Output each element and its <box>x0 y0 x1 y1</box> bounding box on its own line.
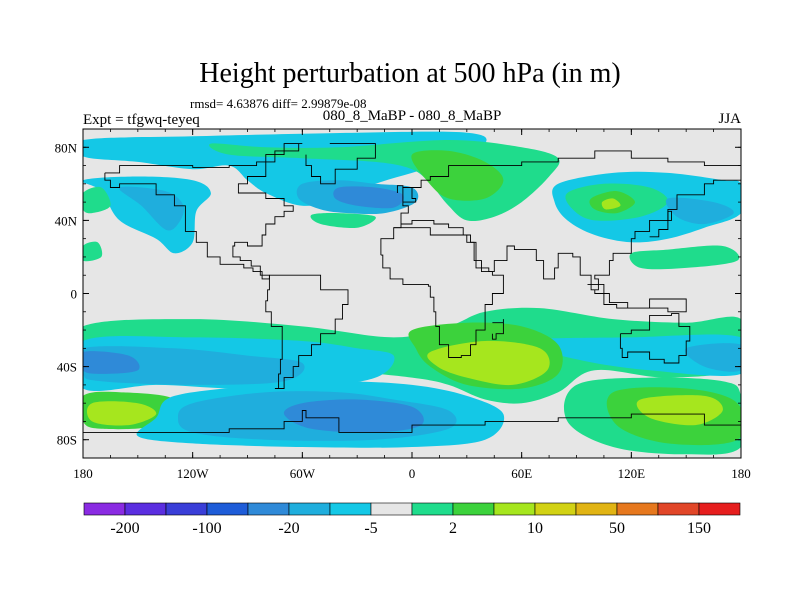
coastline <box>619 313 691 364</box>
contour-region-pos-strong <box>86 401 157 426</box>
colorbar-label: -100 <box>192 520 221 537</box>
colorbar-label: 150 <box>687 520 711 537</box>
contour-region-neg-strong <box>283 399 424 433</box>
latitude-axis: 80N 40N 0 40S 80S <box>55 128 741 459</box>
x-tick-label: 180 <box>73 466 93 481</box>
x-tick-label: 180 <box>731 466 751 481</box>
colorbar-swatch <box>616 502 659 516</box>
colorbar: -200 -100 -20 -5 2 10 50 150 <box>83 502 741 537</box>
colorbar-swatch <box>329 502 372 516</box>
contour-region-pos-light <box>629 245 740 270</box>
map-panel <box>82 128 742 459</box>
colorbar-swatch <box>575 502 618 516</box>
colorbar-swatch <box>165 502 208 516</box>
y-tick-label: 40N <box>55 213 78 228</box>
stats-label: rmsd= 4.63876 diff= 2.99879e-08 <box>190 96 367 111</box>
colorbar-swatch <box>657 502 700 516</box>
colorbar-label: -5 <box>364 520 377 537</box>
contour-region-pos-strong <box>427 340 550 386</box>
colorbar-label: 2 <box>449 520 457 537</box>
colorbar-swatch <box>370 502 413 516</box>
contour-region-neg-light <box>83 176 211 254</box>
longitude-axis: 180 120W 60W 0 60E 120E 180 <box>73 129 751 481</box>
colorbar-label: 50 <box>609 520 625 537</box>
x-tick-label: 60E <box>511 466 532 481</box>
colorbar-swatch <box>411 502 454 516</box>
contour-region-pos-strong <box>636 395 723 426</box>
contour-region-neg-strong <box>83 351 140 374</box>
contour-region-pos-light <box>310 212 376 228</box>
contour-fill-layer <box>83 131 741 455</box>
y-tick-label: 0 <box>71 287 78 302</box>
colorbar-swatch <box>206 502 249 516</box>
colorbar-label: -20 <box>278 520 299 537</box>
contour-region-pos-strong <box>601 198 621 210</box>
coastline <box>393 150 741 291</box>
colorbar-swatch <box>493 502 536 516</box>
colorbar-swatch <box>452 502 495 516</box>
colorbar-swatch <box>124 502 167 516</box>
colorbar-label: 10 <box>527 520 543 537</box>
x-tick-label: 0 <box>409 466 416 481</box>
colorbar-swatch <box>534 502 577 516</box>
contour-region-pos-light <box>83 307 741 404</box>
coastline <box>305 143 376 185</box>
x-tick-label: 60W <box>290 466 316 481</box>
season-label: JJA <box>718 111 741 127</box>
colorbar-swatch <box>83 502 126 516</box>
coastline <box>265 274 349 389</box>
x-tick-label: 120E <box>618 466 646 481</box>
contour-region-neg-strong <box>333 186 404 209</box>
colorbar-swatch <box>247 502 290 516</box>
contour-region-neg-mid <box>119 186 185 231</box>
contour-region-pos-light <box>83 241 103 262</box>
experiment-label: Expt = tfgwq-teyeq <box>83 112 200 128</box>
coastline <box>83 410 741 458</box>
coastline-layer <box>83 143 741 458</box>
contour-region-pos-light <box>83 186 111 214</box>
y-tick-label: 40S <box>57 360 77 375</box>
x-tick-label: 120W <box>177 466 210 481</box>
coastline <box>587 283 687 313</box>
y-tick-label: 80S <box>57 433 77 448</box>
coastline <box>380 227 504 358</box>
contour-region-neg-mid <box>665 197 734 225</box>
run-label: 080_8_MaBP - 080_8_MaBP <box>323 108 502 124</box>
plot-title: Height perturbation at 500 hPa (in m) <box>199 58 620 89</box>
y-tick-label: 80N <box>55 140 78 155</box>
colorbar-label: -200 <box>110 520 139 537</box>
contour-region-pos-mid <box>411 150 504 201</box>
contour-region-neg-mid <box>684 343 741 372</box>
coastline <box>104 143 303 280</box>
colorbar-swatch <box>698 502 741 516</box>
colorbar-swatch <box>288 502 331 516</box>
contour-region-neg-mid <box>83 346 305 385</box>
coastline <box>491 319 504 340</box>
coastline <box>396 185 417 203</box>
coastline <box>649 210 672 238</box>
